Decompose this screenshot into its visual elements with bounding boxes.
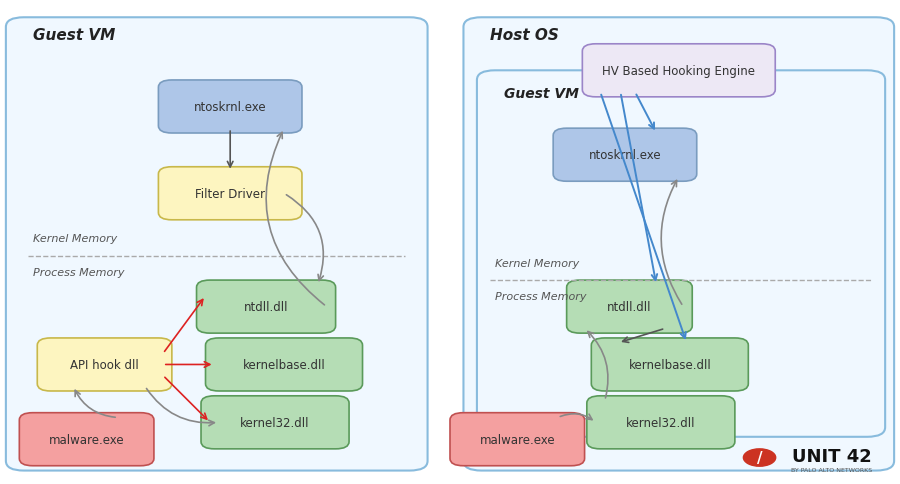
Text: kernel32.dll: kernel32.dll <box>626 416 696 429</box>
Text: kernelbase.dll: kernelbase.dll <box>628 358 711 371</box>
Text: Filter Driver: Filter Driver <box>195 187 266 200</box>
FancyBboxPatch shape <box>464 18 894 470</box>
FancyBboxPatch shape <box>591 338 748 391</box>
Text: malware.exe: malware.exe <box>480 433 555 446</box>
Text: kernelbase.dll: kernelbase.dll <box>243 358 326 371</box>
Text: Kernel Memory: Kernel Memory <box>495 258 579 268</box>
Text: HV Based Hooking Engine: HV Based Hooking Engine <box>602 65 755 77</box>
FancyBboxPatch shape <box>582 45 775 98</box>
Text: Process Memory: Process Memory <box>32 268 124 278</box>
FancyBboxPatch shape <box>19 413 154 466</box>
FancyBboxPatch shape <box>158 81 302 134</box>
Circle shape <box>743 449 776 466</box>
Text: malware.exe: malware.exe <box>49 433 124 446</box>
FancyBboxPatch shape <box>567 281 692 333</box>
Text: Process Memory: Process Memory <box>495 292 587 302</box>
Text: Kernel Memory: Kernel Memory <box>32 234 117 244</box>
FancyBboxPatch shape <box>201 396 349 449</box>
Text: ntoskrnl.exe: ntoskrnl.exe <box>194 101 266 114</box>
Text: ntoskrnl.exe: ntoskrnl.exe <box>589 149 662 162</box>
FancyBboxPatch shape <box>158 167 302 220</box>
Text: Guest VM: Guest VM <box>32 28 115 43</box>
Text: UNIT 42: UNIT 42 <box>792 447 872 465</box>
Text: /: / <box>757 450 762 465</box>
FancyBboxPatch shape <box>477 71 886 437</box>
Text: kernel32.dll: kernel32.dll <box>240 416 310 429</box>
FancyBboxPatch shape <box>450 413 585 466</box>
Text: ntdll.dll: ntdll.dll <box>608 301 652 314</box>
FancyBboxPatch shape <box>37 338 172 391</box>
Text: ntdll.dll: ntdll.dll <box>244 301 288 314</box>
Text: BY PALO ALTO NETWORKS: BY PALO ALTO NETWORKS <box>790 467 872 471</box>
Text: Host OS: Host OS <box>491 28 559 43</box>
Text: Guest VM: Guest VM <box>504 87 579 101</box>
FancyBboxPatch shape <box>196 281 336 333</box>
Text: API hook dll: API hook dll <box>70 358 139 371</box>
FancyBboxPatch shape <box>554 129 697 182</box>
FancyBboxPatch shape <box>6 18 428 470</box>
FancyBboxPatch shape <box>587 396 735 449</box>
FancyBboxPatch shape <box>205 338 363 391</box>
